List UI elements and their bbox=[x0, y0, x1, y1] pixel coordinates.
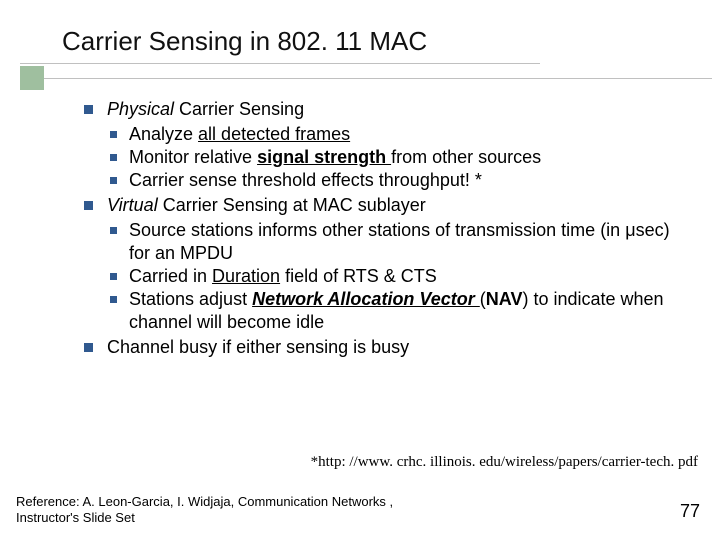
title-rule-bottom bbox=[44, 78, 712, 79]
page-number: 77 bbox=[680, 501, 700, 522]
list-item: Channel busy if either sensing is busy bbox=[84, 336, 690, 359]
item-text: Source stations informs other stations o… bbox=[129, 219, 690, 265]
item-text: Channel busy if either sensing is busy bbox=[107, 336, 409, 359]
square-bullet-icon bbox=[110, 273, 117, 280]
accent-block bbox=[20, 66, 44, 90]
list-item: Analyze all detected frames bbox=[110, 123, 690, 146]
list-item: Monitor relative signal strength from ot… bbox=[110, 146, 690, 169]
item-text: Virtual Carrier Sensing at MAC sublayer bbox=[107, 194, 426, 217]
square-bullet-icon bbox=[110, 296, 117, 303]
square-bullet-icon bbox=[84, 343, 93, 352]
list-item: Physical Carrier Sensing Analyze all det… bbox=[84, 98, 690, 192]
title-rule-top bbox=[20, 63, 540, 64]
list-item: Carried in Duration field of RTS & CTS bbox=[110, 265, 690, 288]
item-text: Stations adjust Network Allocation Vecto… bbox=[129, 288, 690, 334]
square-bullet-icon bbox=[110, 227, 117, 234]
reference: Reference: A. Leon-Garcia, I. Widjaja, C… bbox=[16, 494, 396, 527]
square-bullet-icon bbox=[110, 177, 117, 184]
square-bullet-icon bbox=[110, 154, 117, 161]
footnote: *http: //www. crhc. illinois. edu/wirele… bbox=[311, 454, 698, 471]
item-text: Monitor relative signal strength from ot… bbox=[129, 146, 541, 169]
item-text: Analyze all detected frames bbox=[129, 123, 350, 146]
item-text: Carrier sense threshold effects throughp… bbox=[129, 169, 482, 192]
list-item: Stations adjust Network Allocation Vecto… bbox=[110, 288, 690, 334]
item-text: Carried in Duration field of RTS & CTS bbox=[129, 265, 437, 288]
item-text: Physical Carrier Sensing bbox=[107, 98, 304, 121]
list-item: Carrier sense threshold effects throughp… bbox=[110, 169, 690, 192]
square-bullet-icon bbox=[84, 105, 93, 114]
square-bullet-icon bbox=[84, 201, 93, 210]
body-content: Physical Carrier Sensing Analyze all det… bbox=[84, 98, 690, 361]
list-item: Source stations informs other stations o… bbox=[110, 219, 690, 265]
list-item: Virtual Carrier Sensing at MAC sublayer … bbox=[84, 194, 690, 334]
square-bullet-icon bbox=[110, 131, 117, 138]
slide-title: Carrier Sensing in 802. 11 MAC bbox=[62, 26, 445, 57]
